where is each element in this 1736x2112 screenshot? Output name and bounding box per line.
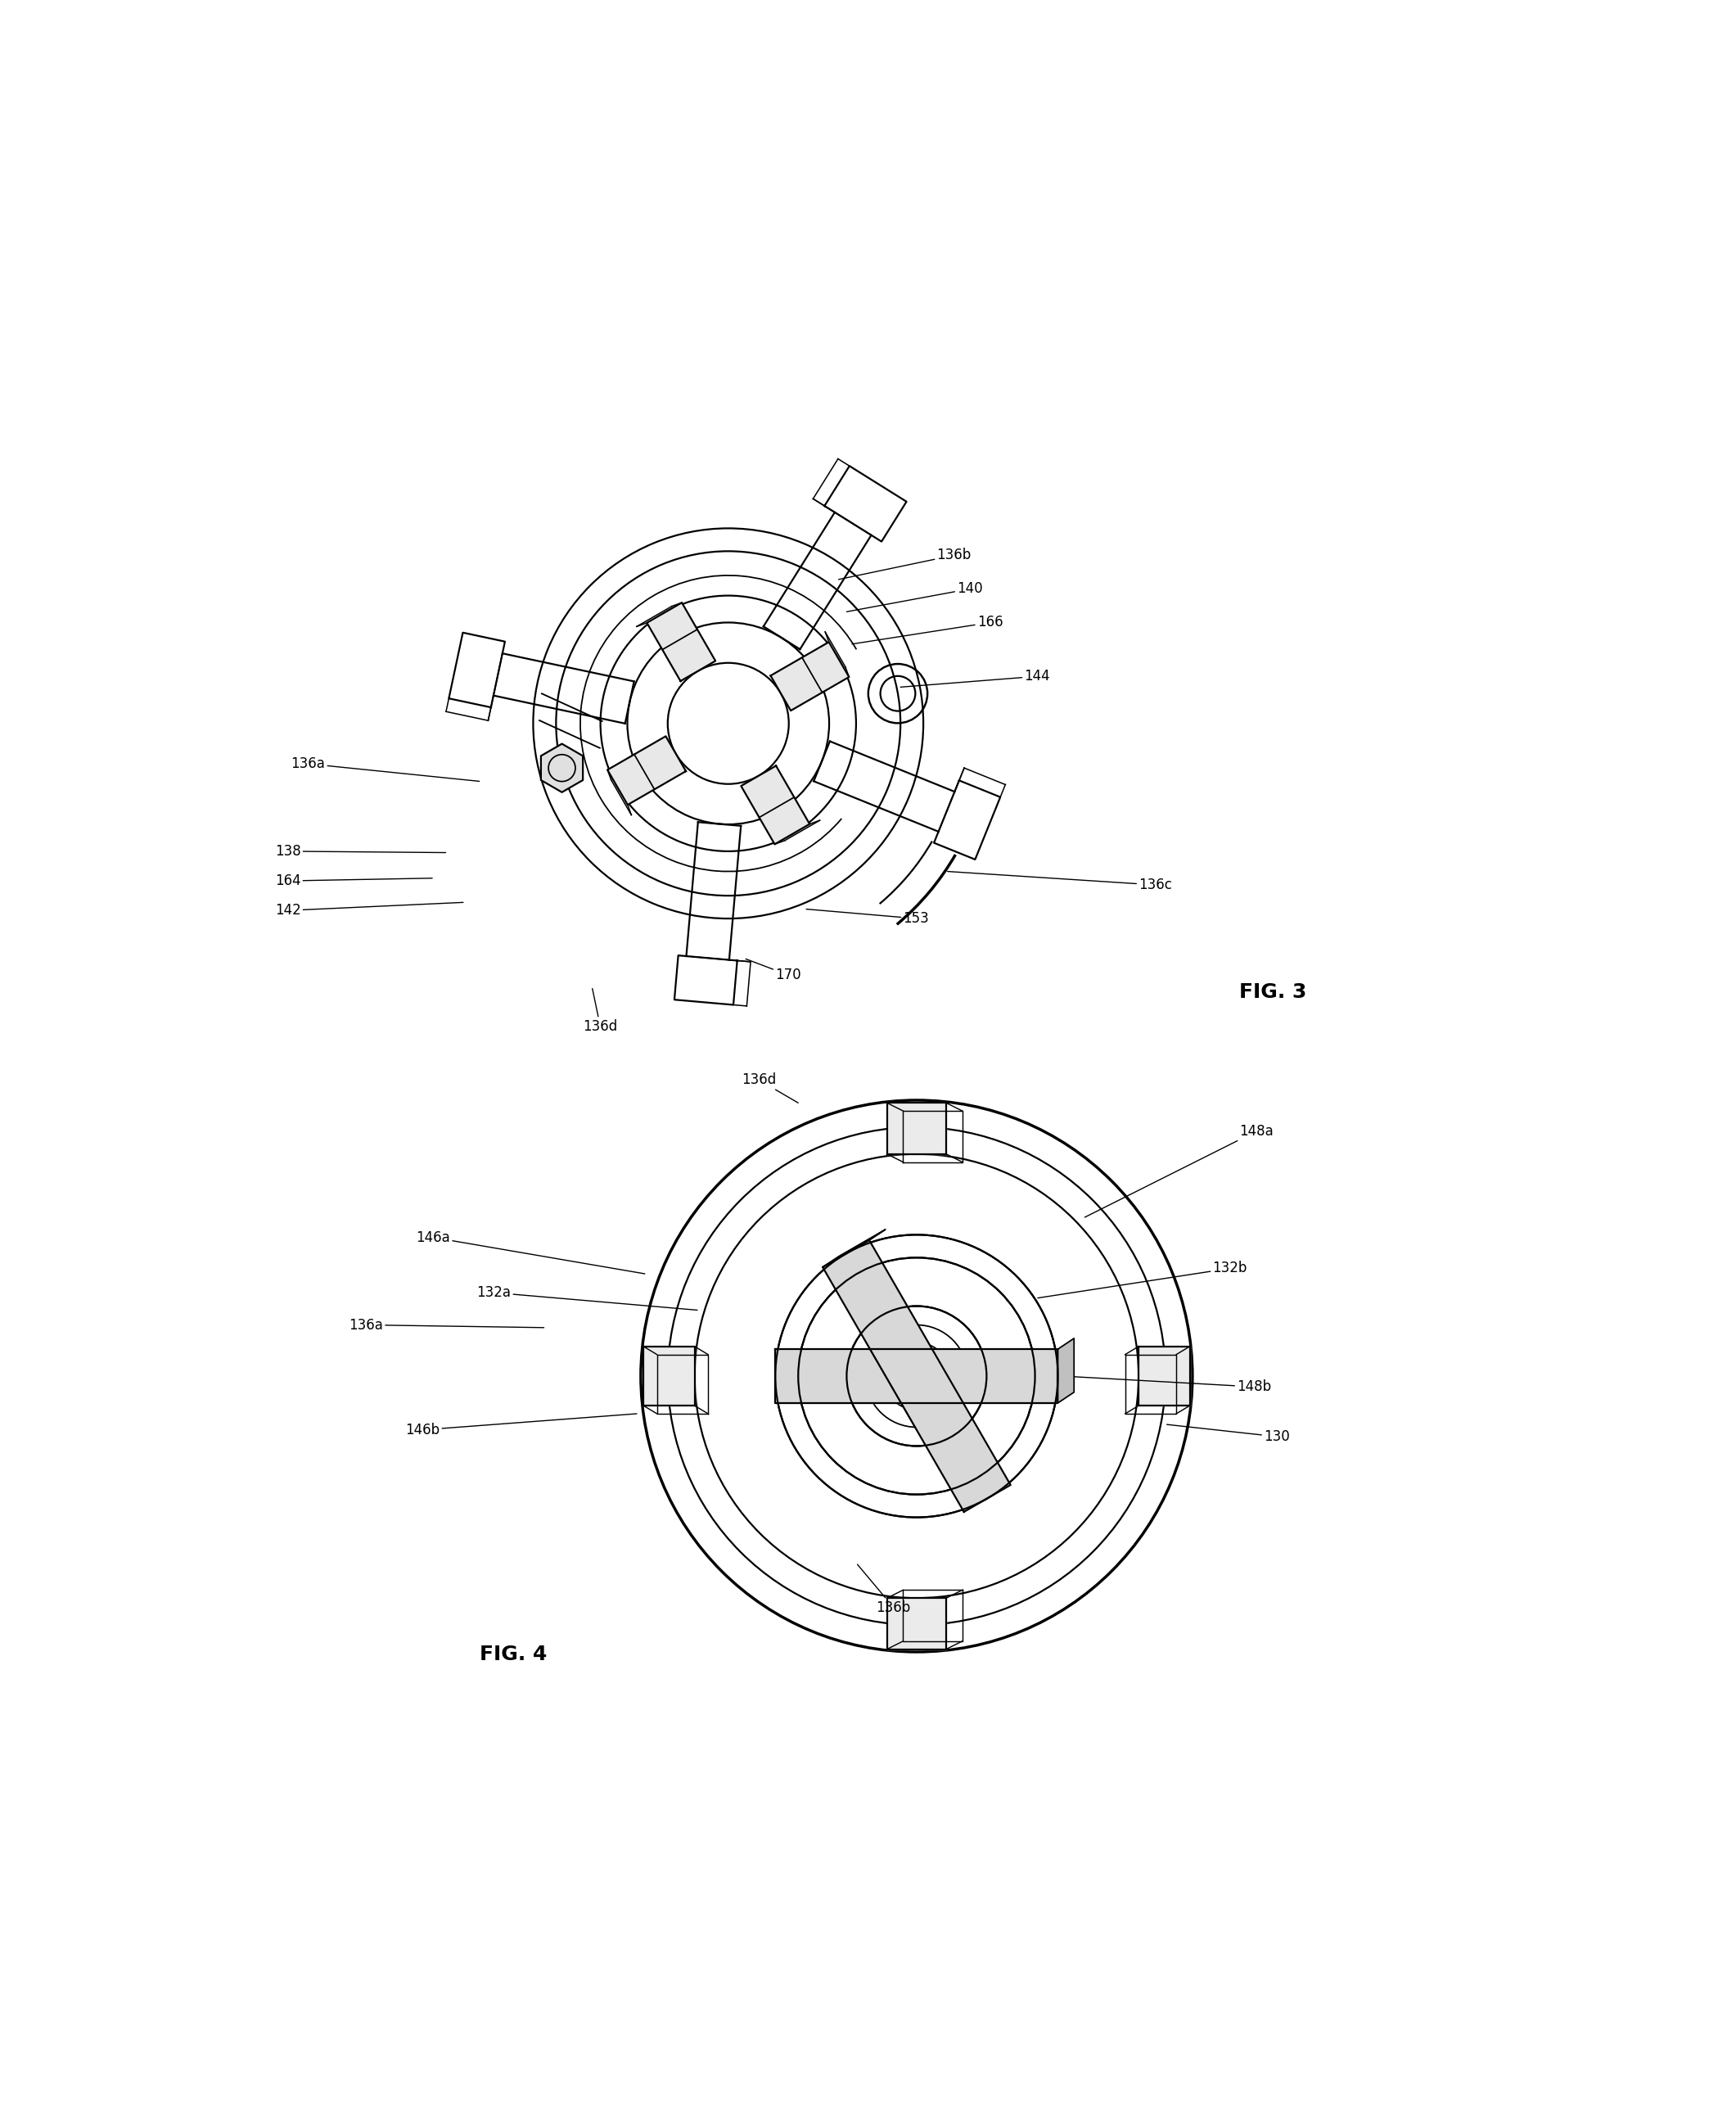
Text: 144: 144 — [901, 670, 1050, 686]
Polygon shape — [823, 1229, 885, 1267]
Text: 132b: 132b — [1038, 1261, 1246, 1299]
Polygon shape — [741, 767, 809, 845]
Text: 138: 138 — [274, 845, 446, 860]
Text: 136a: 136a — [292, 756, 479, 781]
Text: FIG. 4: FIG. 4 — [479, 1645, 547, 1664]
Polygon shape — [608, 737, 686, 805]
Polygon shape — [823, 1240, 1010, 1512]
Text: 166: 166 — [852, 615, 1003, 644]
Text: 148a: 148a — [1085, 1124, 1274, 1217]
Text: 130: 130 — [1167, 1423, 1290, 1445]
Text: 164: 164 — [274, 874, 432, 889]
Polygon shape — [648, 602, 715, 680]
Text: 170: 170 — [746, 959, 802, 982]
Text: 136d: 136d — [583, 988, 618, 1033]
Text: 142: 142 — [274, 902, 464, 919]
Text: 132a: 132a — [477, 1286, 698, 1309]
Text: 136b: 136b — [838, 547, 972, 579]
Polygon shape — [776, 1350, 1057, 1402]
Polygon shape — [1057, 1339, 1075, 1402]
Polygon shape — [887, 1599, 946, 1649]
Polygon shape — [644, 1347, 694, 1407]
Text: 136a: 136a — [349, 1318, 543, 1333]
Text: 146b: 146b — [406, 1413, 637, 1438]
Text: 136b: 136b — [858, 1565, 911, 1616]
Text: 136d: 136d — [741, 1073, 799, 1102]
Polygon shape — [771, 642, 849, 710]
Text: FIG. 3: FIG. 3 — [1240, 982, 1307, 1003]
Text: 146a: 146a — [417, 1229, 644, 1274]
Polygon shape — [887, 1102, 946, 1153]
Text: 148b: 148b — [1062, 1377, 1271, 1394]
Polygon shape — [542, 743, 583, 792]
Text: 153: 153 — [806, 908, 929, 925]
Polygon shape — [1139, 1347, 1189, 1407]
Text: 140: 140 — [847, 581, 983, 612]
Text: 136c: 136c — [948, 872, 1172, 891]
